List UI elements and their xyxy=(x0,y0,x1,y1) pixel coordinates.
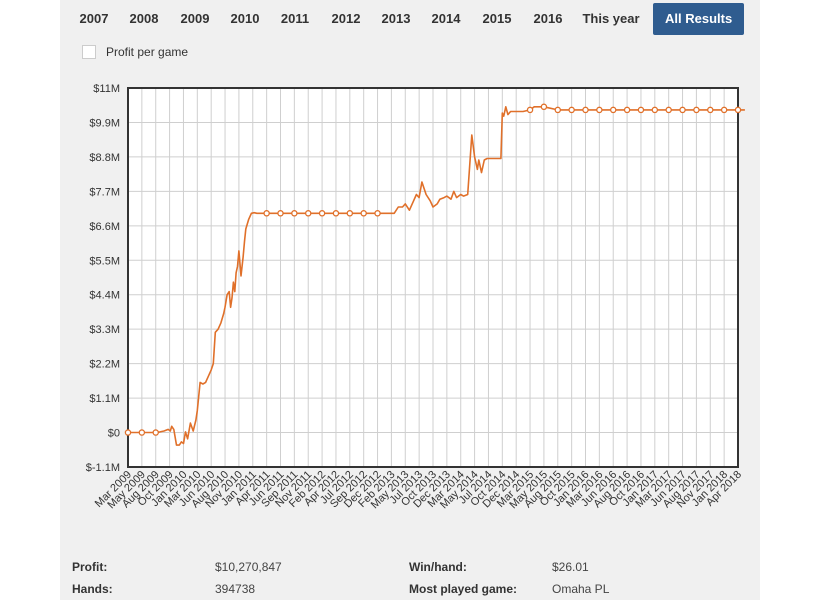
year-tab-2014[interactable]: 2014 xyxy=(431,11,461,26)
y-tick-label: $0 xyxy=(108,428,120,440)
y-tick-label: $8.8M xyxy=(89,152,120,164)
y-tick-label: $4.4M xyxy=(89,290,120,302)
profit-label: Profit: xyxy=(72,560,108,574)
profit-data-point xyxy=(707,106,714,114)
profit-data-point xyxy=(623,106,631,114)
year-tab-2010[interactable]: 2010 xyxy=(230,11,260,26)
profit-data-point xyxy=(526,106,534,114)
profit-series-line xyxy=(128,106,745,446)
y-tick-label: $1.1M xyxy=(89,393,120,405)
profit-per-game-toggle[interactable]: Profit per game xyxy=(82,43,188,61)
year-tab-2016[interactable]: 2016 xyxy=(533,11,563,26)
profit-data-point xyxy=(374,210,381,217)
profit-per-game-checkbox[interactable] xyxy=(82,45,96,59)
win-per-hand-value: $26.01 xyxy=(552,560,589,574)
profit-data-point xyxy=(582,106,589,114)
hands-label: Hands: xyxy=(72,582,113,596)
y-tick-label: $3.3M xyxy=(89,324,120,336)
year-tab-2013[interactable]: 2013 xyxy=(381,11,411,26)
profit-data-point xyxy=(651,106,659,114)
y-tick-label: $7.7M xyxy=(89,186,120,198)
profit-data-point xyxy=(304,210,312,217)
plot-border xyxy=(127,87,739,468)
win-per-hand-label: Win/hand: xyxy=(409,560,467,574)
profit-data-point xyxy=(346,210,354,217)
y-tick-label: $2.2M xyxy=(89,359,120,371)
profit-data-point xyxy=(693,106,700,114)
profit-chart: $-1.1M $0 $1.1M $2.2M $3.3M $4.4M $5.5M $6.6M $7… xyxy=(60,70,760,547)
year-tab-2012[interactable]: 2012 xyxy=(331,11,361,26)
year-tab-all-results[interactable]: All Results xyxy=(653,3,745,35)
profit-data-point xyxy=(332,210,340,217)
year-tab-this-year[interactable]: This year xyxy=(582,11,640,26)
profit-data-point xyxy=(554,106,562,114)
profit-data-point xyxy=(679,106,686,114)
profit-data-point xyxy=(318,210,326,217)
year-tab-2007[interactable]: 2007 xyxy=(79,11,109,26)
profit-per-game-label: Profit per game xyxy=(106,45,189,59)
year-tab-2008[interactable]: 2008 xyxy=(129,11,159,26)
y-tick-label: $6.6M xyxy=(89,221,120,233)
year-tab-2009[interactable]: 2009 xyxy=(180,11,210,26)
y-tick-label: $5.5M xyxy=(89,255,120,267)
profit-data-point xyxy=(609,106,617,114)
y-tick-label: $-1.1M xyxy=(86,462,120,474)
profit-line-chart: $-1.1M $0 $1.1M $2.2M $3.3M $4.4M $5.5M $6.6M $7… xyxy=(86,83,745,511)
profit-data-point xyxy=(152,429,159,436)
profit-data-point xyxy=(291,210,298,217)
most-played-label: Most played game: xyxy=(409,582,518,596)
y-tick-label: $9.9M xyxy=(89,117,120,129)
profit-data-point xyxy=(263,210,270,217)
profit-data-point xyxy=(637,106,645,114)
profit-data-point xyxy=(360,210,367,217)
year-tab-2011[interactable]: 2011 xyxy=(280,11,310,26)
profit-data-point xyxy=(277,210,284,217)
y-tick-label: $11M xyxy=(93,83,120,95)
profit-value: $10,270,847 xyxy=(215,560,282,574)
profit-data-point xyxy=(596,106,603,114)
hands-value: 394738 xyxy=(215,582,256,596)
profit-data-point xyxy=(138,429,146,436)
stats-summary: Profit: $10,270,847 Win/hand: $26.01 Han… xyxy=(60,556,760,600)
profit-data-point xyxy=(124,429,132,436)
profit-data-point xyxy=(665,106,672,114)
profit-data-point xyxy=(568,106,575,114)
profit-data-point xyxy=(540,103,548,111)
year-filter-bar: 2007 2008 2009 2010 2011 2012 2013 2014 2015 2016… xyxy=(60,0,760,36)
year-tab-2015[interactable]: 2015 xyxy=(482,11,512,26)
profit-data-point xyxy=(720,106,728,114)
most-played-value: Omaha PL xyxy=(552,582,610,596)
profit-data-point xyxy=(734,106,742,114)
